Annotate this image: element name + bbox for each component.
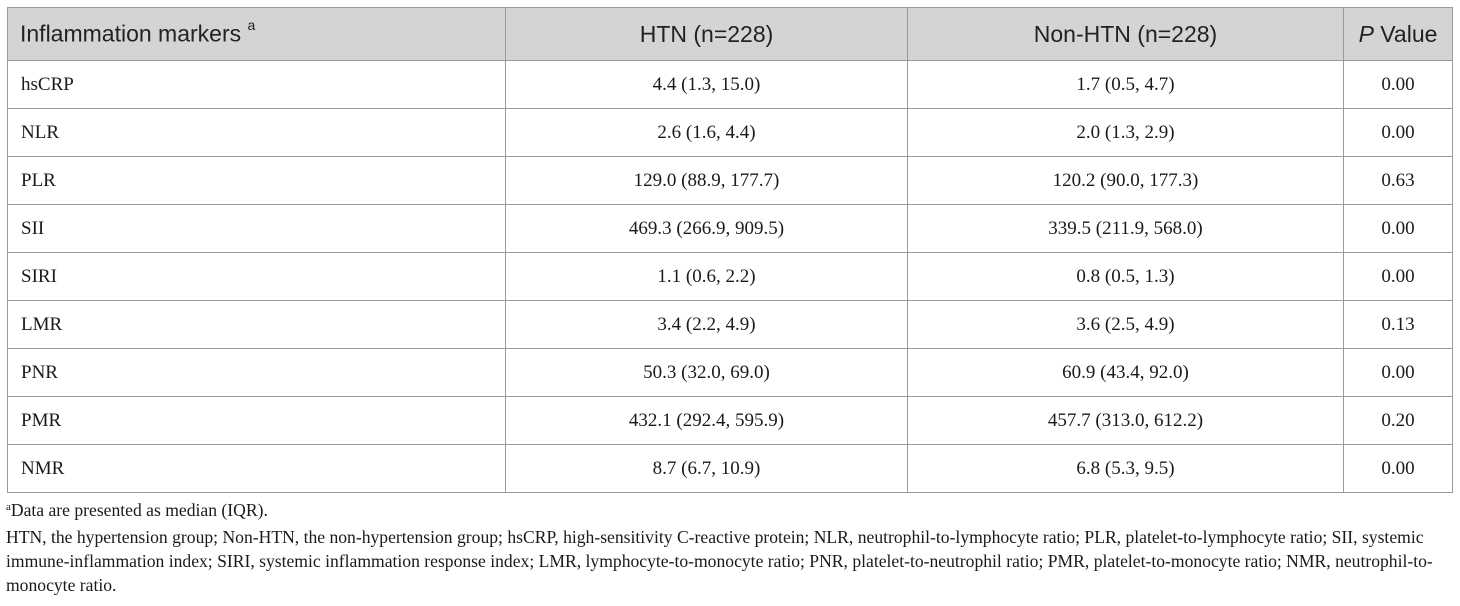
table-row: SIRI 1.1 (0.6, 2.2) 0.8 (0.5, 1.3) 0.00 [7, 252, 1453, 301]
cell-p-value: 0.00 [1343, 444, 1453, 493]
cell-non-htn: 120.2 (90.0, 177.3) [907, 156, 1344, 205]
cell-non-htn: 1.7 (0.5, 4.7) [907, 60, 1344, 109]
table-footnotes: aData are presented as median (IQR). HTN… [6, 498, 1454, 597]
table-row: hsCRP 4.4 (1.3, 15.0) 1.7 (0.5, 4.7) 0.00 [7, 60, 1453, 109]
cell-marker: PMR [7, 396, 506, 445]
header-marker: Inflammation markers a [7, 7, 506, 61]
table-row: LMR 3.4 (2.2, 4.9) 3.6 (2.5, 4.9) 0.13 [7, 300, 1453, 349]
cell-p-value: 0.00 [1343, 252, 1453, 301]
header-p-rest: Value [1373, 20, 1438, 47]
cell-htn: 432.1 (292.4, 595.9) [505, 396, 908, 445]
table-row: PNR 50.3 (32.0, 69.0) 60.9 (43.4, 92.0) 0.0… [7, 348, 1453, 397]
cell-marker: hsCRP [7, 60, 506, 109]
footnote-a-text: Data are presented as median (IQR). [10, 500, 268, 520]
cell-marker: NMR [7, 444, 506, 493]
header-htn: HTN (n=228) [505, 7, 908, 61]
cell-htn: 4.4 (1.3, 15.0) [505, 60, 908, 109]
cell-p-value: 0.00 [1343, 60, 1453, 109]
inflammation-markers-table: Inflammation markers a HTN (n=228) Non-H… [7, 7, 1453, 493]
cell-non-htn: 2.0 (1.3, 2.9) [907, 108, 1344, 157]
table-body: hsCRP 4.4 (1.3, 15.0) 1.7 (0.5, 4.7) 0.00 NL… [7, 60, 1453, 493]
header-marker-footnote-mark: a [247, 17, 256, 34]
cell-marker: SIRI [7, 252, 506, 301]
cell-p-value: 0.00 [1343, 204, 1453, 253]
cell-p-value: 0.63 [1343, 156, 1453, 205]
cell-marker: SII [7, 204, 506, 253]
cell-marker: LMR [7, 300, 506, 349]
cell-htn: 3.4 (2.2, 4.9) [505, 300, 908, 349]
cell-p-value: 0.00 [1343, 348, 1453, 397]
cell-p-value: 0.00 [1343, 108, 1453, 157]
cell-non-htn: 0.8 (0.5, 1.3) [907, 252, 1344, 301]
cell-htn: 50.3 (32.0, 69.0) [505, 348, 908, 397]
cell-non-htn: 60.9 (43.4, 92.0) [907, 348, 1344, 397]
table-row: NLR 2.6 (1.6, 4.4) 2.0 (1.3, 2.9) 0.00 [7, 108, 1453, 157]
table-row: SII 469.3 (266.9, 909.5) 339.5 (211.9, 568… [7, 204, 1453, 253]
footnote-abbreviations: HTN, the hypertension group; Non-HTN, th… [6, 527, 1433, 595]
table-row: NMR 8.7 (6.7, 10.9) 6.8 (5.3, 9.5) 0.00 [7, 444, 1453, 493]
cell-p-value: 0.13 [1343, 300, 1453, 349]
cell-htn: 1.1 (0.6, 2.2) [505, 252, 908, 301]
table-header: Inflammation markers a HTN (n=228) Non-H… [7, 7, 1453, 61]
cell-htn: 2.6 (1.6, 4.4) [505, 108, 908, 157]
header-marker-label: Inflammation markers [20, 20, 242, 47]
header-non-htn: Non-HTN (n=228) [907, 7, 1344, 61]
footnote-a: aData are presented as median (IQR). [6, 498, 1454, 525]
header-p-letter: P [1358, 20, 1374, 47]
cell-non-htn: 3.6 (2.5, 4.9) [907, 300, 1344, 349]
data-table-container: Inflammation markers a HTN (n=228) Non-H… [7, 7, 1453, 493]
cell-p-value: 0.20 [1343, 396, 1453, 445]
footnote-a-mark: a [6, 501, 11, 513]
cell-marker: PLR [7, 156, 506, 205]
cell-non-htn: 457.7 (313.0, 612.2) [907, 396, 1344, 445]
table-row: PMR 432.1 (292.4, 595.9) 457.7 (313.0, 612… [7, 396, 1453, 445]
header-row: Inflammation markers a HTN (n=228) Non-H… [7, 7, 1453, 61]
cell-marker: NLR [7, 108, 506, 157]
header-p-value: P Value [1343, 7, 1453, 61]
cell-htn: 129.0 (88.9, 177.7) [505, 156, 908, 205]
cell-htn: 8.7 (6.7, 10.9) [505, 444, 908, 493]
cell-marker: PNR [7, 348, 506, 397]
cell-non-htn: 6.8 (5.3, 9.5) [907, 444, 1344, 493]
cell-non-htn: 339.5 (211.9, 568.0) [907, 204, 1344, 253]
cell-htn: 469.3 (266.9, 909.5) [505, 204, 908, 253]
table-row: PLR 129.0 (88.9, 177.7) 120.2 (90.0, 177.3… [7, 156, 1453, 205]
